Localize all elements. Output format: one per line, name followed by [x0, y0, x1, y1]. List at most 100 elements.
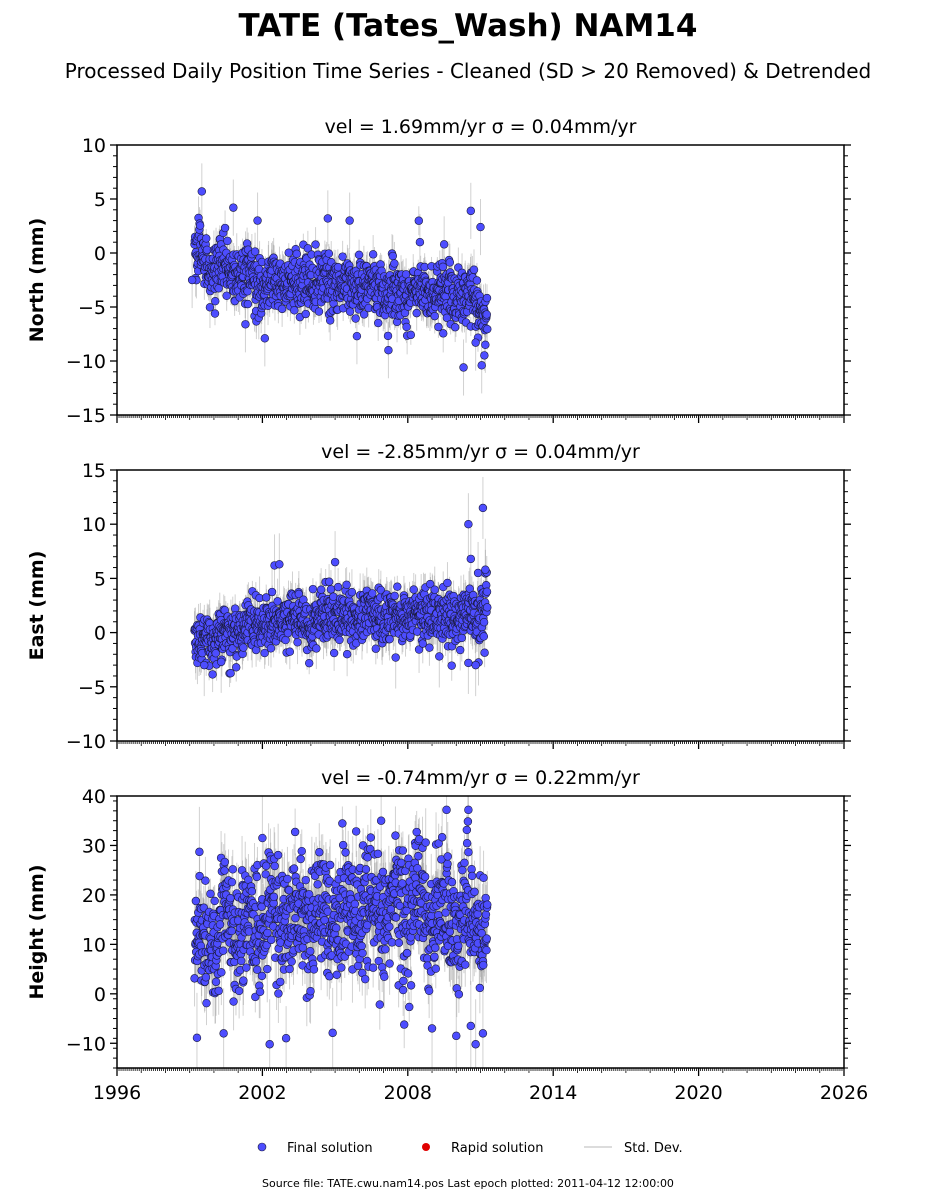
data-point [342, 580, 351, 590]
data-point [425, 643, 434, 652]
data-point [342, 649, 352, 659]
data-point [478, 503, 488, 513]
data-point [303, 244, 313, 253]
data-point [290, 306, 299, 315]
data-point [359, 310, 369, 319]
data-point [430, 585, 439, 594]
data-point [472, 276, 482, 285]
data-point [471, 660, 480, 670]
data-point [450, 323, 460, 332]
data-point [426, 579, 435, 589]
data-point [465, 584, 474, 593]
data-point [338, 252, 347, 261]
y-tick-label: −10 [66, 731, 106, 753]
final-solution-points [190, 503, 492, 679]
data-point [223, 236, 232, 246]
data-point [260, 334, 270, 343]
series-final-solution [187, 163, 492, 396]
data-point [301, 309, 310, 319]
data-point [445, 258, 455, 267]
data-point [273, 597, 282, 606]
y-axis-label: North (mm) [26, 218, 48, 343]
data-point [311, 240, 320, 249]
data-point [457, 633, 466, 643]
data-point [466, 554, 476, 564]
y-tick-label: −15 [66, 405, 106, 427]
data-point [262, 593, 271, 602]
panel-title: vel = 1.69mm/yr σ = 0.04mm/yr [325, 116, 637, 138]
y-tick-label: −10 [66, 351, 106, 373]
data-point [195, 221, 205, 230]
y-tick-label: −5 [78, 677, 106, 699]
data-point [281, 635, 290, 645]
data-point [482, 310, 491, 319]
data-point [232, 663, 241, 672]
data-point [390, 259, 399, 268]
data-point [479, 632, 489, 641]
data-point [438, 262, 448, 272]
data-point [481, 340, 490, 349]
data-point [308, 584, 318, 594]
data-point [243, 299, 253, 309]
data-point [241, 320, 250, 329]
data-point [385, 634, 394, 644]
data-point [414, 216, 424, 225]
chart-subtitle: Processed Daily Position Time Series - C… [65, 59, 871, 83]
data-point [266, 644, 276, 653]
data-point [471, 338, 480, 347]
final-solution-points [187, 187, 492, 372]
data-point [434, 322, 443, 332]
data-point [326, 585, 336, 594]
data-point [253, 216, 262, 225]
data-point [447, 661, 456, 670]
panel-title: vel = -2.85mm/yr σ = 0.04mm/yr [321, 441, 640, 463]
data-point [324, 577, 334, 586]
y-tick-label: 10 [82, 514, 106, 536]
data-point [456, 645, 465, 655]
data-point [267, 587, 277, 597]
data-point [329, 592, 338, 601]
data-point [277, 304, 287, 314]
y-tick-label: −5 [78, 297, 106, 319]
data-point [200, 660, 209, 670]
data-point [412, 308, 421, 318]
data-point [435, 652, 444, 661]
data-point [325, 316, 335, 325]
y-tick-label: 0 [94, 623, 106, 645]
data-point [329, 648, 339, 658]
data-point [347, 588, 357, 597]
data-point [211, 649, 220, 658]
data-point [333, 582, 343, 592]
data-point [275, 560, 284, 569]
data-point [390, 591, 399, 601]
data-point [229, 203, 238, 212]
data-point [226, 669, 235, 678]
data-point [466, 206, 476, 216]
data-point [477, 361, 486, 370]
data-point [420, 262, 429, 272]
data-point [284, 248, 293, 257]
data-point [439, 329, 448, 338]
data-point [228, 644, 237, 653]
data-point [316, 585, 326, 594]
data-point [335, 635, 344, 645]
data-point [483, 603, 492, 612]
y-tick-label: 5 [94, 189, 106, 211]
data-point [376, 585, 386, 595]
data-point [345, 307, 355, 316]
series-final-solution [190, 476, 492, 697]
data-point [418, 639, 427, 648]
data-point [409, 585, 418, 594]
data-point [415, 238, 425, 247]
data-point [323, 214, 333, 223]
data-point [383, 331, 393, 341]
data-point [482, 587, 492, 596]
data-point [391, 653, 400, 662]
data-point [187, 275, 197, 285]
y-tick-label: 10 [82, 135, 106, 157]
chart-title: TATE (Tates_Wash) NAM14 [239, 8, 698, 44]
data-point [469, 265, 479, 274]
